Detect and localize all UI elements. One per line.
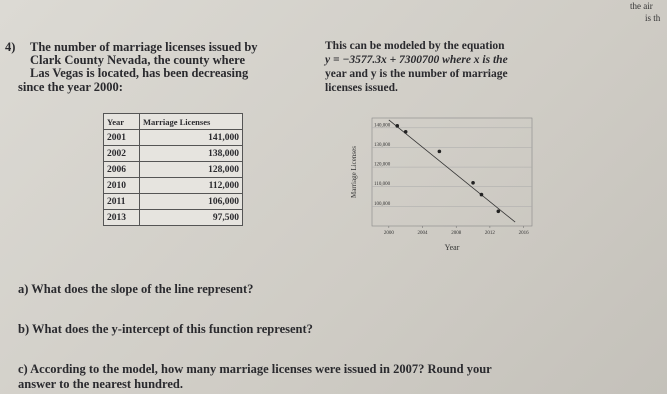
table-row: 2006 128,000 [102,161,243,178]
intro-line: The number of marriage licenses issued b… [30,40,258,54]
corner-note: is th [645,13,661,23]
data-point [496,209,501,214]
y-axis-label: Marriage Licenses [350,146,358,198]
table-row: 2001 141,000 [102,129,243,146]
model-line: This can be modeled by the equation [325,40,505,52]
intro-line: since the year 2000: [18,80,123,94]
table-cell: 97,500 [139,209,243,226]
x-tick-label: 2012 [485,231,496,236]
question: c) According to the model, how many marr… [18,362,492,376]
y-tick-label: 140,000 [374,123,391,128]
plot-area [371,117,533,227]
table-cell: 2013 [102,209,141,226]
data-point [479,192,484,197]
data-point [395,124,400,128]
x-tick-label: 2008 [451,231,462,236]
y-tick-label: 100,000 [374,202,391,207]
problem-number: 4) [5,40,16,54]
question: a) What does the slope of the line repre… [18,282,254,296]
data-point [437,149,442,154]
model-line: year and y is the number of marriage [325,68,508,80]
model-line: licenses issued. [325,82,398,94]
x-tick-label: 2004 [418,231,429,236]
x-tick-label: 2016 [519,231,530,236]
intro-line: Clark County Nevada, the county where [30,53,246,67]
data-point [403,129,408,134]
intro-line: Las Vegas is located, has been decreasin… [30,66,249,80]
data-table: Year Marriage Licenses 2001 141,000 2002 13… [102,113,243,226]
y-tick-label: 120,000 [374,163,391,168]
table-row: 2011 106,000 [102,193,243,210]
trend-line [388,119,516,223]
x-axis-label: Year [445,243,460,252]
model-line: y = −3577.3x + 7300700 where x is the [325,54,508,66]
question: answer to the nearest hundred. [18,377,183,391]
corner-note: the air [630,1,653,11]
table-row: 2013 97,500 [102,209,243,226]
data-point [471,181,475,185]
y-tick-label: 130,000 [374,143,391,148]
x-tick-label: 2000 [384,231,395,236]
question: b) What does the y-intercept of this fun… [18,322,313,336]
y-tick-label: 110,000 [374,182,391,187]
